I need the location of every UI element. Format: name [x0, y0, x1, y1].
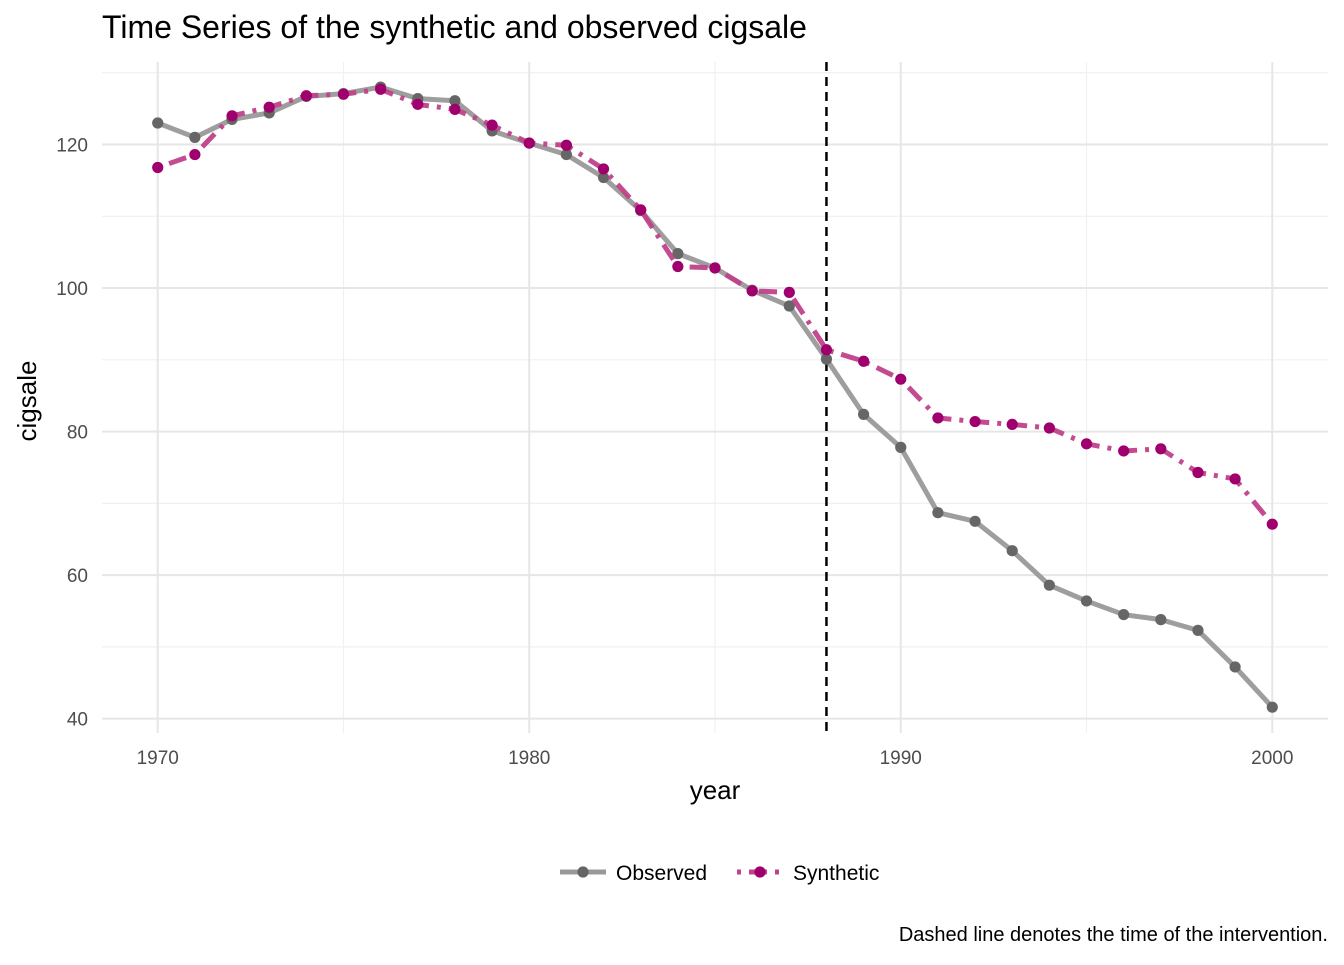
data-point-observed	[449, 95, 461, 107]
data-point-observed	[1192, 624, 1204, 636]
data-point-synthetic	[263, 101, 275, 113]
y-tick-label: 120	[56, 136, 88, 157]
data-point-observed	[597, 171, 610, 184]
data-point-observed	[820, 353, 833, 365]
data-point-observed	[895, 441, 907, 453]
axis-labels: 1970 1980 1990 2000 40 60 80 100 120	[56, 136, 1293, 769]
legend-key-point	[754, 866, 766, 878]
data-point-observed	[969, 515, 981, 527]
data-point-synthetic	[337, 88, 350, 100]
legend-label: Synthetic	[793, 862, 879, 885]
data-point-synthetic	[858, 355, 870, 367]
data-point-synthetic	[523, 137, 535, 149]
data-point-observed	[1229, 661, 1241, 673]
data-point-synthetic	[560, 139, 572, 151]
data-point-synthetic	[1118, 445, 1130, 457]
series-synthetic	[152, 83, 1278, 530]
data-point-synthetic	[895, 373, 907, 385]
data-point-observed	[1118, 608, 1130, 621]
y-tick-label: 80	[67, 423, 88, 444]
data-point-observed	[1155, 614, 1167, 626]
data-point-synthetic	[1266, 518, 1278, 530]
data-point-synthetic	[635, 204, 647, 216]
data-point-observed	[1080, 595, 1093, 607]
data-point-synthetic	[189, 148, 201, 161]
data-point-synthetic	[1043, 422, 1055, 434]
legend-key-point	[577, 866, 589, 878]
data-point-observed	[858, 408, 870, 420]
y-tick-label: 60	[67, 566, 88, 587]
data-point-observed	[1006, 545, 1018, 557]
x-tick-label: 2000	[1251, 748, 1293, 769]
data-point-synthetic	[709, 262, 721, 274]
data-point-synthetic	[375, 83, 387, 95]
data-point-observed	[560, 148, 572, 161]
data-point-synthetic	[1155, 443, 1167, 455]
data-point-synthetic	[597, 163, 610, 175]
data-point-synthetic	[783, 286, 795, 298]
data-point-observed	[932, 507, 944, 519]
y-axis-title: cigsale	[12, 361, 42, 442]
legend-item-synthetic: Synthetic	[737, 862, 879, 885]
data-point-observed	[1043, 579, 1055, 591]
data-point-synthetic	[932, 412, 944, 424]
data-point-synthetic	[1229, 473, 1241, 485]
x-axis-title: year	[690, 775, 741, 805]
chart-title: Time Series of the synthetic and observe…	[102, 9, 807, 45]
data-point-synthetic	[486, 119, 498, 131]
data-point-observed	[189, 131, 201, 143]
legend: Observed Synthetic	[560, 862, 879, 885]
data-point-synthetic	[746, 285, 758, 297]
data-point-observed	[152, 117, 164, 129]
data-point-synthetic	[412, 98, 424, 110]
data-point-synthetic	[226, 110, 238, 122]
x-tick-label: 1980	[508, 748, 550, 769]
data-point-observed	[672, 248, 684, 260]
y-tick-label: 100	[56, 279, 88, 300]
data-point-synthetic	[1192, 466, 1204, 479]
data-point-synthetic	[449, 103, 461, 115]
legend-label: Observed	[616, 862, 707, 885]
data-point-synthetic	[672, 260, 684, 273]
data-point-observed	[783, 300, 795, 312]
data-point-synthetic	[1006, 418, 1018, 431]
series-lines	[152, 81, 1278, 713]
x-tick-label: 1970	[137, 748, 179, 769]
data-point-observed	[1266, 701, 1278, 713]
data-point-synthetic	[300, 90, 312, 102]
data-point-synthetic	[152, 161, 164, 174]
data-point-synthetic	[969, 415, 981, 428]
grid-lines	[102, 62, 1328, 733]
x-tick-label: 1990	[880, 748, 922, 769]
data-point-synthetic	[820, 344, 833, 356]
y-tick-label: 40	[67, 710, 88, 731]
chart-caption: Dashed line denotes the time of the inte…	[899, 924, 1328, 946]
legend-item-observed: Observed	[560, 862, 707, 885]
data-point-synthetic	[1080, 438, 1093, 450]
